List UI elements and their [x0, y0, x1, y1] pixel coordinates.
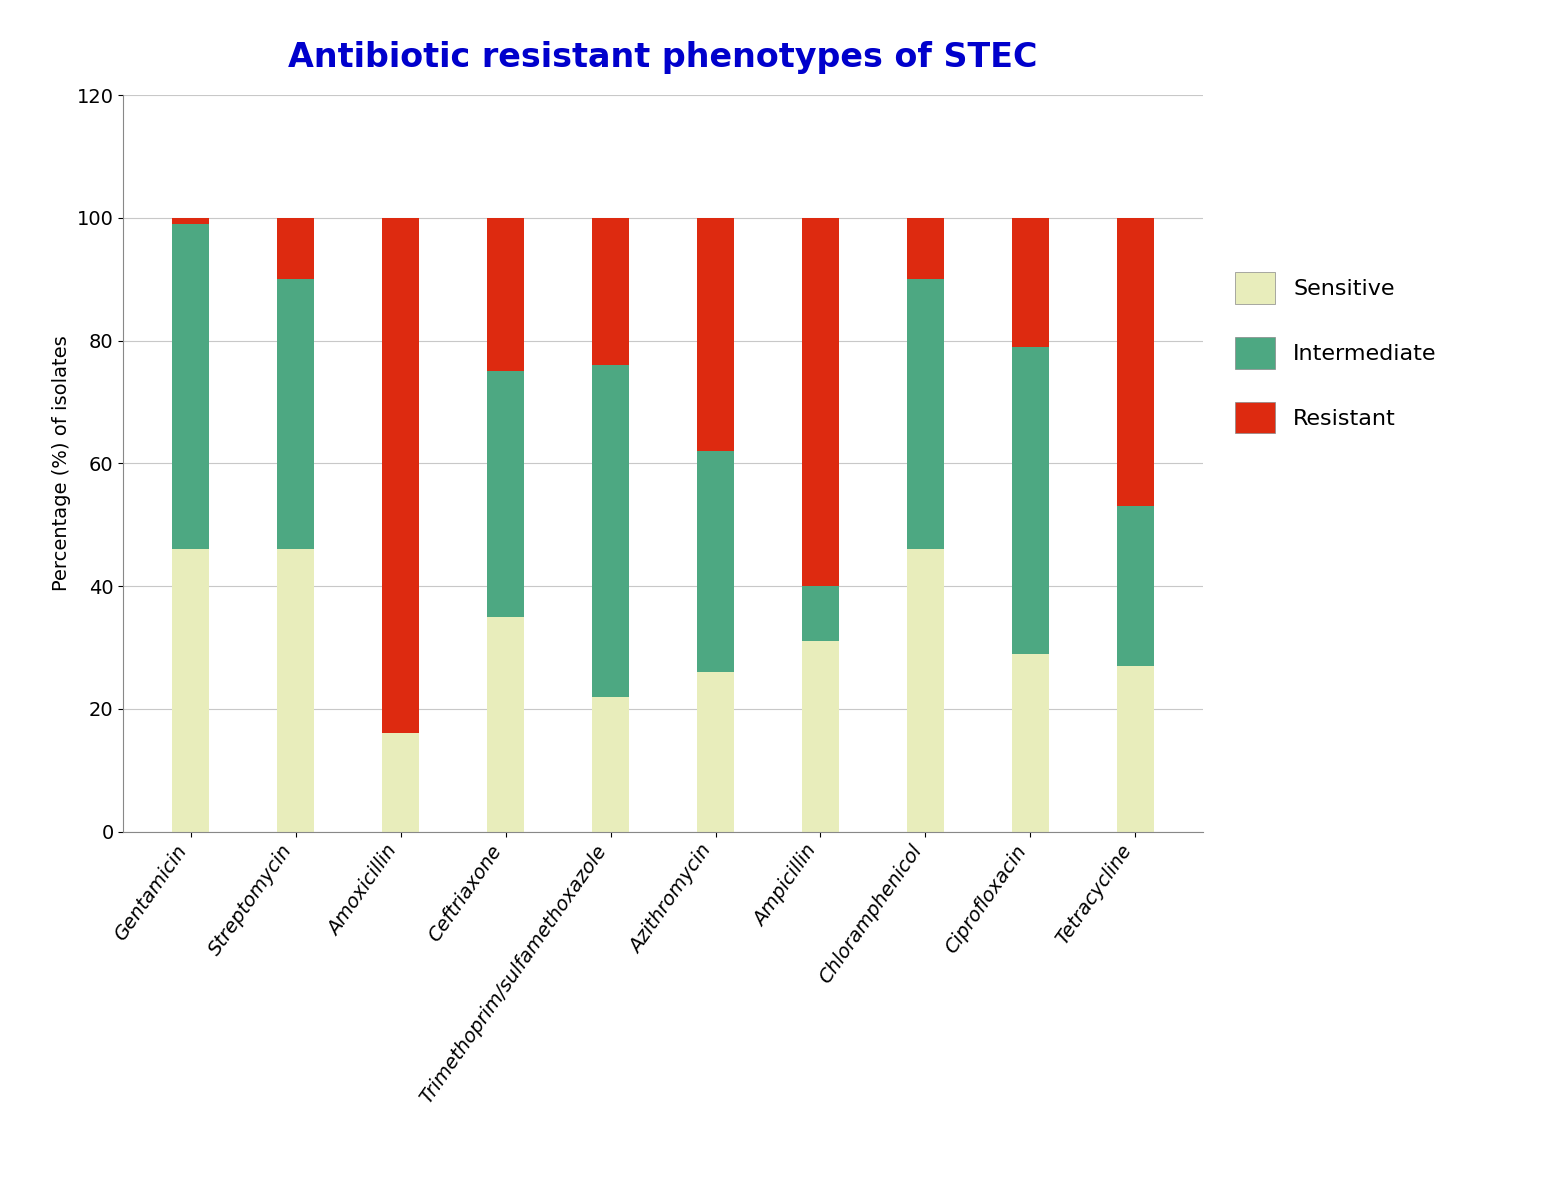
- Bar: [907, 549, 944, 832]
- Bar: [1012, 217, 1049, 347]
- Bar: [487, 371, 524, 617]
- Bar: [1012, 347, 1049, 653]
- Bar: [173, 217, 210, 223]
- Bar: [802, 586, 839, 642]
- Bar: [802, 642, 839, 832]
- Bar: [278, 217, 315, 279]
- Bar: [173, 223, 210, 549]
- Bar: [592, 696, 629, 832]
- Legend: Sensitive, Intermediate, Resistant: Sensitive, Intermediate, Resistant: [1235, 272, 1437, 434]
- Bar: [907, 279, 944, 549]
- Bar: [1116, 217, 1153, 506]
- Bar: [592, 217, 629, 365]
- Bar: [1116, 665, 1153, 832]
- Bar: [697, 217, 734, 451]
- Bar: [487, 617, 524, 832]
- Y-axis label: Percentage (%) of isolates: Percentage (%) of isolates: [52, 335, 71, 592]
- Bar: [592, 365, 629, 696]
- Bar: [382, 217, 419, 733]
- Bar: [278, 279, 315, 549]
- Bar: [382, 733, 419, 832]
- Bar: [487, 217, 524, 371]
- Title: Antibiotic resistant phenotypes of STEC: Antibiotic resistant phenotypes of STEC: [288, 42, 1038, 75]
- Bar: [1116, 506, 1153, 665]
- Bar: [173, 549, 210, 832]
- Bar: [907, 217, 944, 279]
- Bar: [697, 672, 734, 832]
- Bar: [278, 549, 315, 832]
- Bar: [802, 217, 839, 586]
- Bar: [697, 451, 734, 672]
- Bar: [1012, 653, 1049, 832]
